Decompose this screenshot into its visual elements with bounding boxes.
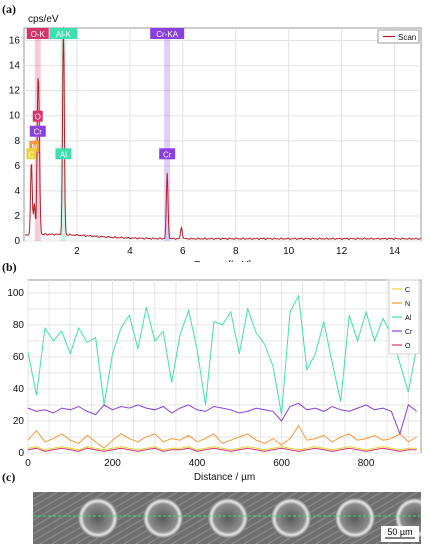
series-line-cr — [27, 402, 418, 436]
element-label: Cr — [163, 150, 172, 159]
element-label-box — [159, 148, 176, 160]
legend-label-c: C — [405, 287, 410, 294]
crater — [78, 498, 118, 538]
x-tick-label: 600 — [273, 458, 290, 469]
x-tick-label: 12 — [336, 246, 348, 257]
y-tick-label: 80 — [13, 320, 25, 331]
series-line-al — [27, 294, 418, 415]
element-label: Cr — [34, 128, 43, 137]
y-axis-label: cps/eV — [28, 14, 59, 25]
panel-label-c: (c) — [2, 470, 16, 484]
element-band — [60, 28, 67, 241]
series-line-c — [27, 446, 417, 451]
scalebar-label: 50 µm — [387, 527, 412, 537]
element-label-box — [29, 140, 40, 152]
element-label-box — [150, 28, 185, 39]
legend-label-n: N — [405, 301, 410, 308]
y-tick-label: 8 — [14, 136, 20, 147]
eds-spectrum-chart: O-K Al-K Cr-KA O Cr NC Al Cr 0 2 4 6 8 10 12 14 16 2 4 6 8 10… — [9, 14, 422, 262]
element-label: Cr-KA — [156, 30, 178, 39]
legend-label-cr: Cr — [405, 329, 413, 336]
y-tick-label: 0 — [14, 236, 20, 247]
crater — [143, 498, 183, 538]
x-tick-label: 2 — [74, 246, 80, 257]
x-axis-label: Distance / µm — [194, 472, 255, 483]
panel-label-a: (a) — [2, 2, 16, 16]
legend-box — [377, 29, 420, 44]
spectrum-peak — [166, 175, 168, 177]
line-scan-chart: 0 20 40 60 80 100 0 200 400 600 800 Distance / µm CN… — [7, 279, 422, 483]
element-label-box — [29, 125, 46, 137]
element-label: Al — [60, 150, 67, 159]
spectrum-series — [25, 27, 421, 241]
spectrum-peak — [180, 228, 183, 231]
element-label-box — [26, 148, 37, 160]
series-line-o — [27, 447, 417, 452]
x-tick-label: 8 — [233, 246, 239, 257]
spectrum-peak — [30, 167, 33, 170]
crater — [271, 498, 311, 538]
legend-label-al: Al — [405, 315, 412, 322]
y-tick-label: 20 — [13, 416, 25, 427]
element-label-box — [55, 148, 72, 160]
x-tick-label: 400 — [189, 458, 206, 469]
y-tick-label: 10 — [9, 111, 21, 122]
element-label: C — [29, 150, 35, 159]
y-tick-label: 2 — [14, 211, 20, 222]
x-tick-label: 10 — [283, 246, 295, 257]
y-tick-label: 6 — [14, 161, 20, 172]
element-label-box — [32, 110, 43, 122]
y-tick-label: 100 — [7, 288, 24, 299]
x-tick-label: 4 — [127, 246, 133, 257]
panel-label-b: (b) — [2, 260, 17, 274]
element-label: Al-K — [56, 30, 72, 39]
sem-texture: 50 µm — [33, 492, 421, 544]
crater — [208, 498, 248, 538]
x-axis-label: Energy [keV] — [194, 260, 251, 262]
x-tick-label: 14 — [389, 246, 401, 257]
x-tick-label: 0 — [25, 458, 31, 469]
plot-area — [23, 27, 422, 242]
y-tick-label: 60 — [13, 352, 25, 363]
y-tick-label: 16 — [9, 36, 21, 47]
series-line-n — [27, 424, 418, 449]
x-tick-label: 6 — [180, 246, 186, 257]
y-tick-label: 14 — [9, 61, 21, 72]
element-band — [164, 28, 171, 241]
y-tick-label: 40 — [13, 384, 25, 395]
sem-micrograph: 50 µm — [33, 492, 421, 544]
legend-label-scan: Scan — [398, 33, 416, 42]
element-label: O-K — [31, 30, 46, 39]
y-tick-label: 4 — [14, 186, 20, 197]
element-label-box — [26, 28, 49, 39]
spectrum-peak — [33, 208, 36, 211]
y-tick-label: 12 — [9, 86, 21, 97]
x-tick-label: 800 — [358, 458, 375, 469]
element-label-box — [49, 28, 78, 39]
plot-area — [27, 279, 422, 454]
y-tick-label: 0 — [18, 448, 24, 459]
element-label: O — [35, 113, 41, 122]
legend-label-o: O — [405, 343, 411, 350]
crater — [335, 498, 375, 538]
x-tick-label: 200 — [104, 458, 121, 469]
element-label: N — [31, 143, 37, 152]
